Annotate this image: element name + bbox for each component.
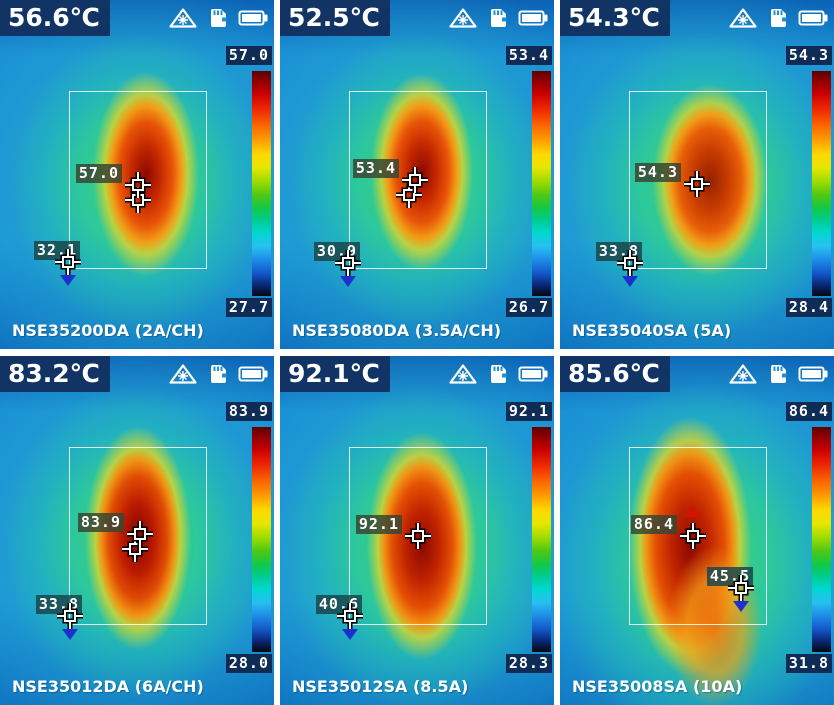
min-temp-arrow-icon [342, 629, 358, 640]
spot-temperature-readout: 85.6℃ [560, 356, 670, 392]
measurement-area-box [629, 447, 767, 625]
battery-full-icon [238, 366, 268, 382]
thermal-panel-3: 54.3℃ 54.3 28.4 54.3 33.8 NSE35040SA (5A… [560, 0, 834, 349]
status-icons [448, 363, 548, 385]
scale-max-label: 53.4 [505, 46, 552, 65]
laser-warning-icon [729, 364, 757, 384]
laser-warning-icon [169, 8, 197, 28]
crosshair-icon [333, 599, 367, 633]
measurement-area-box [349, 447, 487, 625]
battery-full-icon [518, 10, 548, 26]
status-icons [168, 7, 268, 29]
color-scale-bar [812, 71, 831, 296]
model-label: NSE35080DA (3.5A/CH) [292, 321, 502, 340]
color-scale-bar [812, 427, 831, 652]
scale-min-label: 28.4 [785, 298, 832, 317]
scale-min-label: 31.8 [785, 654, 832, 673]
scale-max-label: 54.3 [785, 46, 832, 65]
laser-warning-icon [729, 8, 757, 28]
scale-max-label: 57.0 [225, 46, 272, 65]
model-label: NSE35012SA (8.5A) [292, 677, 469, 696]
battery-full-icon [238, 10, 268, 26]
max-temp-arrow-icon [685, 506, 701, 517]
max-temp-label: 54.3 [634, 163, 681, 182]
measurement-area-box [629, 91, 767, 269]
battery-full-icon [518, 366, 548, 382]
sd-card-icon [211, 9, 227, 27]
scale-max-label: 83.9 [225, 402, 272, 421]
scale-min-label: 26.7 [505, 298, 552, 317]
measurement-area-box [349, 91, 487, 269]
laser-warning-icon [169, 364, 197, 384]
crosshair-icon [121, 168, 155, 202]
model-label: NSE35040SA (5A) [572, 321, 732, 340]
min-temp-arrow-icon [340, 276, 356, 287]
min-temp-arrow-icon [62, 629, 78, 640]
min-temp-arrow-icon [622, 276, 638, 287]
sd-card-icon [771, 365, 787, 383]
crosshair-icon [676, 519, 710, 553]
scale-min-label: 27.7 [225, 298, 272, 317]
color-scale-bar [252, 427, 271, 652]
sd-card-icon [491, 9, 507, 27]
crosshair-icon [53, 599, 87, 633]
thermal-panel-5: 92.1℃ 92.1 28.3 92.1 40.6 NSE35012SA (8.… [280, 356, 554, 705]
status-icons [728, 7, 828, 29]
thermal-panel-4: 83.2℃ 83.9 28.0 83.9 33.8 NSE35012DA (6A… [0, 356, 274, 705]
sd-card-icon [211, 365, 227, 383]
thermal-panel-2: 52.5℃ 53.4 26.7 53.4 30.9 NSE35080DA (3.… [280, 0, 554, 349]
crosshair-icon [123, 517, 157, 551]
battery-full-icon [798, 366, 828, 382]
thermal-panel-1: 56.6℃ 57.0 27.7 57.0 32.1 NSE35200DA (2A… [0, 0, 274, 349]
spot-temperature-readout: 56.6℃ [0, 0, 110, 36]
min-temp-arrow-icon [60, 275, 76, 286]
measurement-area-box [69, 91, 207, 269]
model-label: NSE35012DA (6A/CH) [12, 677, 204, 696]
scale-min-label: 28.3 [505, 654, 552, 673]
status-icons [448, 7, 548, 29]
max-temp-label: 86.4 [630, 515, 677, 534]
battery-full-icon [798, 10, 828, 26]
crosshair-icon [401, 519, 435, 553]
scale-min-label: 28.0 [225, 654, 272, 673]
status-icons [168, 363, 268, 385]
spot-temperature-readout: 83.2℃ [0, 356, 110, 392]
crosshair-icon [51, 245, 85, 279]
sd-card-icon [491, 365, 507, 383]
thermal-panel-6: 85.6℃ 86.4 31.8 86.4 45.5 NSE35008SA (10… [560, 356, 834, 705]
crosshair-icon [680, 167, 714, 201]
crosshair-icon [331, 246, 365, 280]
model-label: NSE35008SA (10A) [572, 677, 743, 696]
crosshair-icon [724, 571, 758, 605]
status-icons [728, 363, 828, 385]
model-label: NSE35200DA (2A/CH) [12, 321, 204, 340]
measurement-area-box [69, 447, 207, 625]
crosshair-icon [398, 163, 432, 197]
crosshair-icon [613, 246, 647, 280]
sd-card-icon [771, 9, 787, 27]
min-temp-arrow-icon [733, 601, 749, 612]
spot-temperature-readout: 92.1℃ [280, 356, 390, 392]
color-scale-bar [532, 71, 551, 296]
max-temp-label: 53.4 [352, 159, 399, 178]
color-scale-bar [532, 427, 551, 652]
laser-warning-icon [449, 364, 477, 384]
max-temp-label: 57.0 [75, 164, 122, 183]
laser-warning-icon [449, 8, 477, 28]
max-temp-label: 92.1 [355, 515, 402, 534]
max-temp-label: 83.9 [77, 513, 124, 532]
color-scale-bar [252, 71, 271, 296]
scale-max-label: 92.1 [505, 402, 552, 421]
spot-temperature-readout: 54.3℃ [560, 0, 670, 36]
spot-temperature-readout: 52.5℃ [280, 0, 390, 36]
scale-max-label: 86.4 [785, 402, 832, 421]
